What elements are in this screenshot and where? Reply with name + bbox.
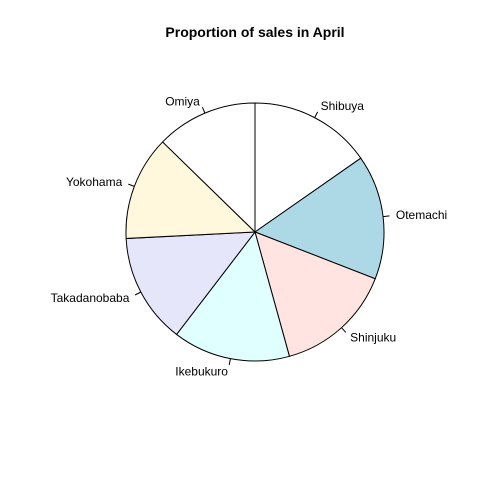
pie-label-otemachi: Otemachi	[396, 208, 447, 222]
label-tick-yokohama	[128, 183, 135, 187]
label-tick-shibuya	[314, 111, 319, 118]
pie-slice-shibuya	[254, 102, 362, 233]
pie-label-shinjuku: Shinjuku	[350, 330, 396, 344]
pie-label-takadanobaba: Takadanobaba	[51, 291, 130, 305]
pie-label-ikebukuro: Ikebukuro	[175, 364, 228, 378]
pie-label-omiya: Omiya	[165, 94, 200, 108]
pie-slice-ikebukuro	[175, 230, 291, 362]
label-tick-omiya	[201, 106, 206, 114]
label-tick-otemachi	[383, 215, 390, 218]
pie-labels: Shibuya Otemachi Shinjuku Ikebukuro Takadano…	[51, 94, 448, 378]
label-tick-shinjuku	[341, 327, 347, 333]
label-tick-ikebukuro	[228, 358, 231, 366]
pie-label-yokohama: Yokohama	[66, 175, 123, 189]
pie-label-shibuya: Shibuya	[321, 99, 365, 113]
pie-slice-omiya	[161, 102, 256, 234]
pie-slices	[125, 102, 385, 362]
label-tick-takadanobaba	[134, 291, 142, 296]
pie-slice-shinjuku	[254, 231, 376, 357]
chart-title: Proportion of sales in April	[165, 24, 344, 40]
